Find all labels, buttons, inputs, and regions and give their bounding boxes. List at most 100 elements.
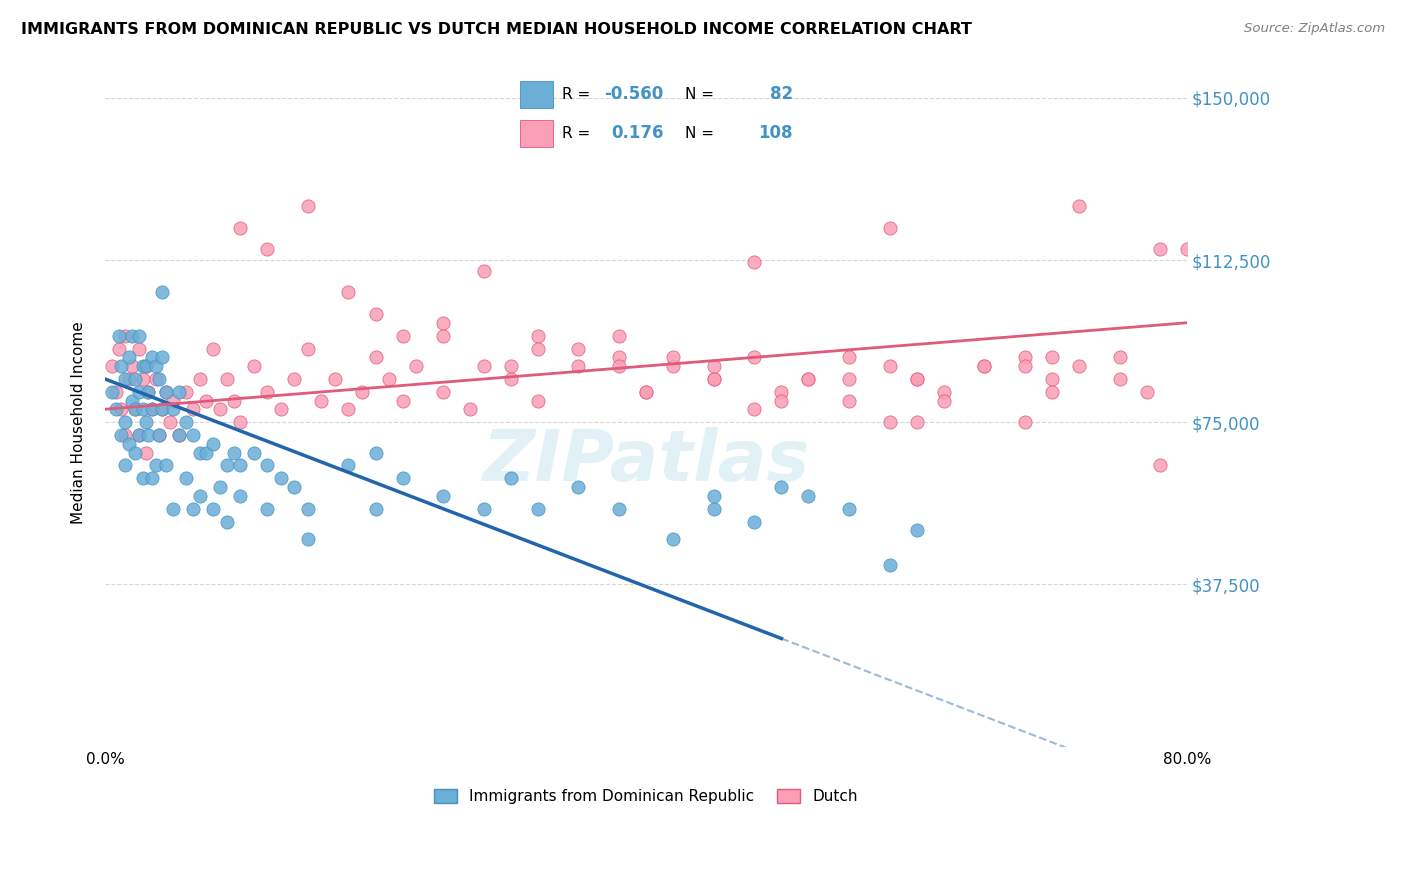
- Point: [499, 359, 522, 373]
- Point: [364, 445, 387, 459]
- Text: N =: N =: [685, 87, 714, 102]
- Point: [128, 428, 150, 442]
- Point: [188, 445, 211, 459]
- Point: [472, 501, 495, 516]
- Point: [662, 532, 685, 546]
- Point: [1040, 372, 1063, 386]
- Point: [128, 342, 150, 356]
- Point: [1175, 242, 1198, 256]
- Point: [270, 471, 292, 485]
- Point: [1136, 384, 1159, 399]
- Point: [1108, 372, 1130, 386]
- Point: [905, 415, 928, 429]
- Point: [114, 372, 136, 386]
- Point: [256, 384, 278, 399]
- Point: [135, 359, 157, 373]
- Point: [770, 393, 793, 408]
- Text: Source: ZipAtlas.com: Source: ZipAtlas.com: [1244, 22, 1385, 36]
- Point: [188, 489, 211, 503]
- Point: [118, 351, 141, 365]
- Point: [432, 384, 454, 399]
- Point: [141, 402, 163, 417]
- Point: [150, 285, 173, 300]
- Point: [208, 402, 231, 417]
- Point: [973, 359, 995, 373]
- Point: [114, 428, 136, 442]
- Point: [145, 458, 167, 473]
- Point: [1149, 458, 1171, 473]
- Point: [932, 393, 955, 408]
- Point: [256, 242, 278, 256]
- Point: [229, 458, 252, 473]
- Point: [297, 501, 319, 516]
- Point: [703, 359, 725, 373]
- Point: [838, 351, 860, 365]
- Point: [215, 458, 238, 473]
- Point: [879, 415, 901, 429]
- Text: 108: 108: [758, 124, 793, 142]
- Point: [567, 480, 589, 494]
- Point: [195, 445, 218, 459]
- Point: [145, 372, 167, 386]
- Point: [567, 342, 589, 356]
- Point: [337, 285, 360, 300]
- Point: [1149, 242, 1171, 256]
- Text: ZIPatlas: ZIPatlas: [482, 426, 810, 496]
- Y-axis label: Median Household Income: Median Household Income: [72, 321, 86, 524]
- Point: [879, 359, 901, 373]
- Point: [202, 342, 225, 356]
- Point: [145, 359, 167, 373]
- Point: [243, 445, 266, 459]
- Point: [141, 402, 163, 417]
- Point: [770, 384, 793, 399]
- Legend: Immigrants from Dominican Republic, Dutch: Immigrants from Dominican Republic, Dutc…: [427, 783, 865, 810]
- Text: N =: N =: [685, 126, 714, 141]
- Point: [432, 489, 454, 503]
- Point: [607, 359, 630, 373]
- Point: [169, 384, 191, 399]
- Text: 0.176: 0.176: [612, 124, 664, 142]
- Point: [879, 558, 901, 572]
- Point: [243, 359, 266, 373]
- Point: [155, 384, 177, 399]
- Point: [527, 501, 550, 516]
- Point: [121, 359, 143, 373]
- Point: [169, 428, 191, 442]
- Point: [136, 428, 159, 442]
- Point: [181, 501, 204, 516]
- Point: [703, 372, 725, 386]
- Point: [202, 437, 225, 451]
- Point: [703, 372, 725, 386]
- Point: [607, 328, 630, 343]
- Point: [135, 445, 157, 459]
- Point: [1067, 359, 1090, 373]
- Point: [283, 372, 305, 386]
- Point: [499, 471, 522, 485]
- Point: [104, 384, 127, 399]
- Point: [311, 393, 333, 408]
- Point: [121, 328, 143, 343]
- Bar: [520, 120, 553, 147]
- Point: [297, 342, 319, 356]
- Point: [527, 342, 550, 356]
- Point: [188, 372, 211, 386]
- Point: [132, 402, 155, 417]
- Point: [391, 393, 413, 408]
- Point: [128, 428, 150, 442]
- Point: [527, 393, 550, 408]
- Point: [148, 372, 170, 386]
- Point: [118, 372, 141, 386]
- Point: [323, 372, 346, 386]
- Point: [1014, 359, 1036, 373]
- Point: [155, 384, 177, 399]
- Point: [141, 351, 163, 365]
- Point: [636, 384, 658, 399]
- Point: [378, 372, 401, 386]
- Point: [350, 384, 373, 399]
- Point: [391, 471, 413, 485]
- Point: [124, 402, 146, 417]
- Point: [499, 372, 522, 386]
- Point: [838, 501, 860, 516]
- Point: [169, 428, 191, 442]
- Text: -0.560: -0.560: [605, 86, 664, 103]
